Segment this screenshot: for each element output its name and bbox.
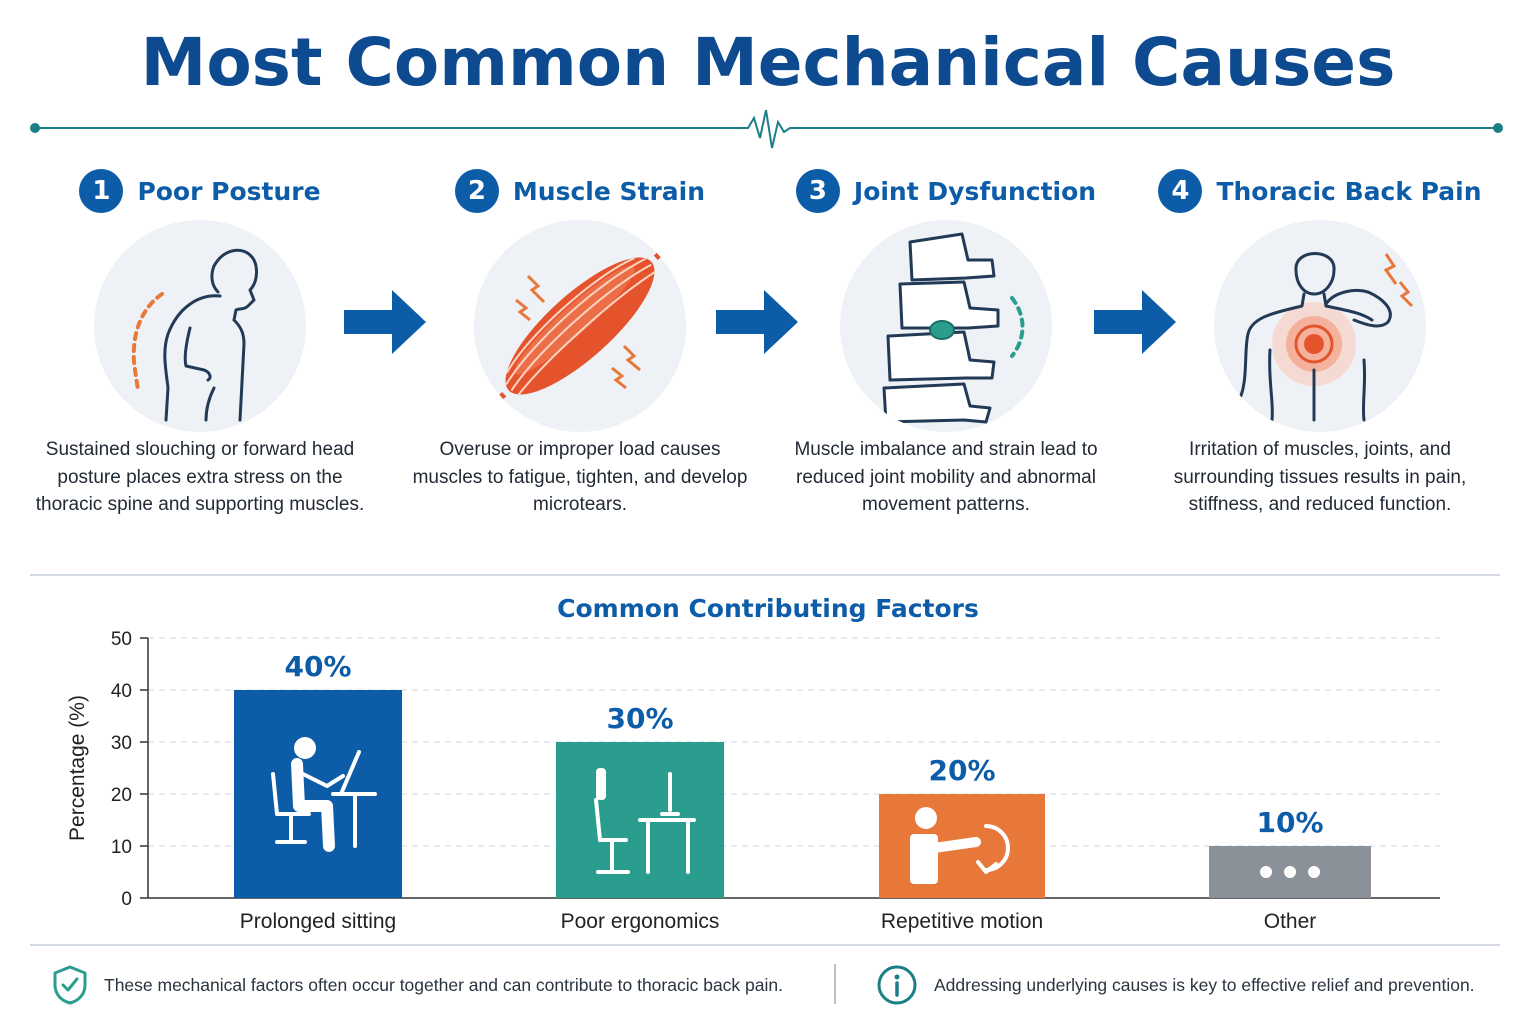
y-tick-label: 30 [111, 733, 132, 754]
data-label: 10% [1256, 806, 1323, 839]
step-number-badge: 4 [1158, 169, 1203, 213]
y-tick-label: 0 [121, 889, 132, 910]
x-tick-label: Poor ergonomics [561, 910, 720, 933]
y-tick-label: 50 [111, 629, 132, 650]
heartbeat-divider [30, 110, 1503, 149]
y-tick-label: 10 [111, 837, 132, 858]
data-label: 30% [606, 702, 673, 735]
chart-title: Common Contributing Factors [557, 594, 979, 623]
page-title: Most Common Mechanical Causes [140, 24, 1396, 101]
step-muscle-strain: 2 Muscle Strain Overuse or improper [410, 168, 750, 515]
data-label: 20% [928, 754, 995, 787]
step-description: Muscle imbalance and strain lead to redu… [794, 439, 1098, 515]
step-description: Irritation of muscles, joints, and surro… [1173, 439, 1467, 515]
footer-divider [30, 944, 1500, 946]
bar-chart: 0 10 20 30 40 50 Percentage (%) 40% Prolonged si… [66, 629, 1440, 933]
step-number-badge: 2 [454, 169, 499, 213]
step-description: Sustained slouching or forward head post… [35, 439, 365, 515]
strained-muscle-icon [474, 220, 686, 432]
step-thoracic-back-pain: 4 Thoracic Back Pain Irritation of muscl… [1150, 168, 1490, 515]
right-arrow-icon [344, 290, 426, 354]
x-tick-label: Prolonged sitting [240, 910, 396, 933]
step-title: Thoracic Back Pain [1216, 176, 1482, 206]
y-tick-label: 20 [111, 785, 132, 806]
step-title: Joint Dysfunction [853, 176, 1097, 206]
step-title: Muscle Strain [512, 176, 706, 206]
right-arrow-icon [716, 290, 798, 354]
step-description: Overuse or improper load causes muscles … [412, 439, 748, 515]
y-axis-label: Percentage (%) [66, 695, 89, 841]
footer-right-text: Addressing underlying causes is key to e… [934, 974, 1475, 995]
footer-note-right: Addressing underlying causes is key to e… [876, 960, 1475, 1010]
footer-left-text: These mechanical factors often occur tog… [104, 974, 783, 995]
footer-separator [834, 964, 836, 1004]
step-joint-dysfunction: 3 Joint Dysfunction Muscle imbalance and… [776, 168, 1116, 515]
slouching-person-icon [94, 220, 306, 432]
section-divider [30, 574, 1500, 576]
shield-check-icon [53, 965, 87, 1005]
footer-note-left: These mechanical factors often occur tog… [52, 960, 783, 1010]
info-icon [877, 965, 917, 1005]
office-chair-desk-icon [594, 768, 696, 874]
step-number-badge: 1 [79, 169, 124, 213]
person-at-desk-icon [271, 737, 377, 852]
spine-vertebrae-icon [840, 220, 1052, 432]
step-title: Poor Posture [137, 176, 321, 206]
x-tick-label: Other [1264, 910, 1317, 933]
back-pain-icon [1214, 220, 1426, 432]
data-label: 40% [284, 650, 351, 683]
repetitive-motion-icon [910, 807, 1010, 884]
step-number-badge: 3 [795, 169, 840, 213]
x-tick-label: Repetitive motion [881, 910, 1043, 933]
more-dots-icon [1260, 866, 1320, 878]
y-tick-label: 40 [111, 681, 132, 702]
step-poor-posture: 1 Poor Posture Sustained slouching or fo… [30, 168, 370, 515]
right-arrow-icon [1094, 290, 1176, 354]
